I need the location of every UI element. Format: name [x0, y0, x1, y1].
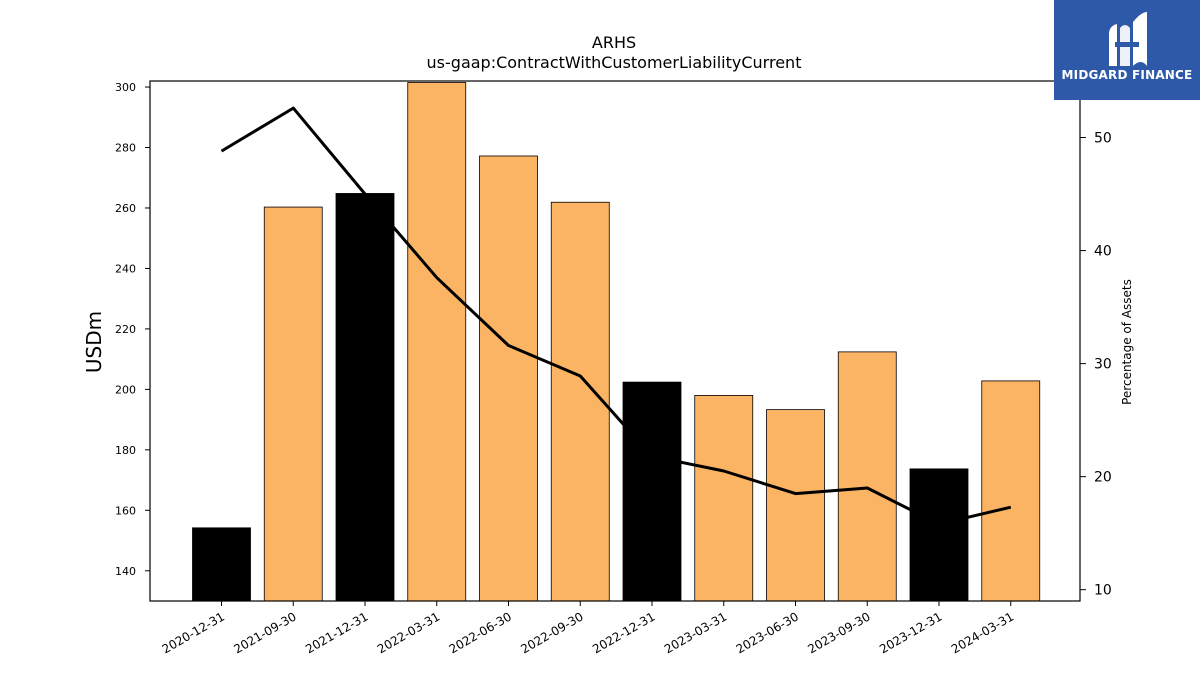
chart-subtitle: us-gaap:ContractWithCustomerLiabilityCur… [427, 53, 802, 72]
bar-2023-12-31 [909, 468, 969, 602]
percentage-line [220, 106, 1012, 526]
y-tick-label: 200 [115, 383, 136, 396]
y-tick-label: 140 [115, 565, 136, 578]
bar-2023-09-30 [837, 351, 897, 602]
y2-tick-label: 50 [1094, 131, 1112, 147]
y-tick-label: 180 [115, 444, 136, 457]
y2-tick-label: 30 [1094, 357, 1112, 373]
bar-2024-03-31 [981, 380, 1041, 602]
y-tick-label: 280 [115, 142, 136, 155]
x-tick-label: 2022-12-31 [590, 609, 657, 656]
y2-axis-label: Percentage of Assets [1120, 279, 1134, 405]
bar-2023-03-31 [694, 395, 754, 602]
bar-2022-12-31 [622, 381, 682, 602]
plot-frame [149, 80, 1081, 602]
bar-2021-09-30 [263, 206, 323, 602]
logo-mark-icon [1109, 12, 1147, 66]
logo-text: MIDGARD FINANCE [1061, 68, 1193, 82]
y2-tick-label: 10 [1094, 583, 1112, 599]
y-tick-label: 160 [115, 504, 136, 517]
left-axis: 140 160 180 200 220 240 260 280 300 [115, 81, 150, 578]
brand-logo: MIDGARD FINANCE [1054, 0, 1200, 100]
y2-tick-label: 40 [1094, 244, 1112, 260]
line-layer [220, 106, 1012, 526]
x-tick-label: 2022-06-30 [447, 609, 514, 656]
y-tick-label: 260 [115, 202, 136, 215]
bars-layer [192, 82, 1041, 602]
bar-2023-06-30 [766, 409, 825, 602]
x-tick-label: 2022-03-31 [375, 609, 442, 656]
y2-tick-label: 20 [1094, 470, 1112, 486]
y-tick-label: 240 [115, 262, 136, 275]
x-tick-label: 2021-12-31 [303, 609, 370, 656]
x-tick-label: 2021-09-30 [231, 609, 298, 656]
y-axis-label: USDm [82, 311, 106, 373]
x-axis: 2020-12-31 2021-09-30 2021-12-31 2022-03-31… [160, 601, 1016, 656]
x-tick-label: 2020-12-31 [160, 609, 227, 656]
bar-2021-12-31 [335, 193, 395, 602]
x-tick-label: 2023-03-31 [662, 609, 729, 656]
bar-2022-09-30 [550, 201, 610, 602]
right-axis: 10 20 30 40 50 [1080, 131, 1112, 599]
y-tick-label: 300 [115, 81, 136, 94]
y-tick-label: 220 [115, 323, 136, 336]
x-tick-label: 2023-12-31 [877, 609, 944, 656]
x-tick-label: 2023-06-30 [734, 609, 801, 656]
x-tick-label: 2024-03-31 [949, 609, 1016, 656]
x-tick-label: 2022-09-30 [518, 609, 585, 656]
bar-2022-06-30 [479, 155, 538, 602]
bar-2020-12-31 [192, 527, 251, 602]
chart-title: ARHS [592, 33, 636, 52]
bar-2022-03-31 [407, 82, 467, 602]
x-tick-label: 2023-09-30 [805, 609, 872, 656]
